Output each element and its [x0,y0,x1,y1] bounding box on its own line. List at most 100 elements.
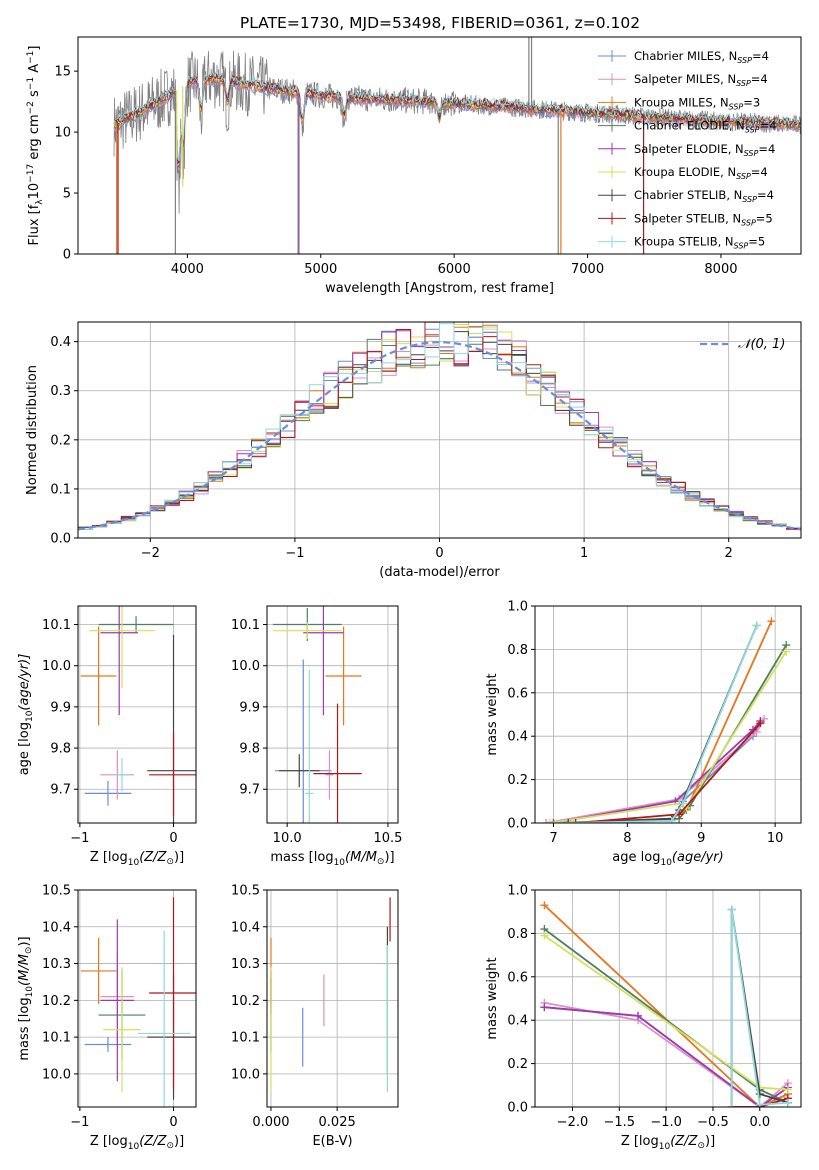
mass-weight-marker [540,931,549,940]
x-tick-label: 6000 [438,262,471,277]
y-tick-label: 9.9 [50,700,71,715]
x-tick-label: 10.0 [273,831,302,846]
mass-vs-extinction-panel: 0.000 0.025 10.0 10.1 10.2 10.3 10.4 10.5 E(B-V) [231,884,399,1149]
y-axis-label: mass weight [485,957,500,1039]
x-tick-label: 0.025 [319,1115,356,1130]
y-axis-label: mass weight [485,673,500,755]
spectrum-plot-area [113,37,801,254]
legend-label: Salpeter MILES, NSSP=4 [634,72,768,88]
axes-frame [77,889,197,1108]
x-tick-label: −1 [70,831,89,846]
x-tick-label: −0.5 [697,1115,729,1130]
legend-label: Chabrier STELIB, NSSP=4 [634,188,774,204]
x-tick-label: −2.0 [557,1115,589,1130]
y-tick-label: 0.4 [507,1014,528,1029]
y-tick-label: 0.3 [50,384,71,399]
mass-weight-series-line [731,1097,789,1107]
errorbar-plot-area [80,897,196,1107]
mass-weight-marker [767,617,776,626]
mass-weight-marker [634,1011,643,1020]
y-tick-label: 10.0 [42,1067,71,1082]
x-axis-label: mass [log10(M/M⊙)] [270,850,394,868]
residual-histogram [78,338,801,529]
x-tick-label: 2 [725,546,733,561]
y-tick-label: 9.8 [239,742,260,757]
x-tick-label: −1 [70,1115,89,1130]
axes-frame [266,605,399,824]
x-tick-label: −1.0 [650,1115,682,1130]
y-tick-label: 10.1 [231,1031,260,1046]
x-tick-label: 10 [767,831,784,846]
x-axis-label: E(B-V) [312,1134,352,1149]
residual-histogram [78,322,801,530]
mass-weight-marker [667,816,676,823]
x-axis-label: Z [log10(Z/Z⊙)] [621,1134,715,1152]
figure-title: PLATE=1730, MJD=53498, FIBERID=0361, z=0… [240,14,640,32]
y-tick-label: 10.4 [42,920,71,935]
y-tick-label: 10.0 [231,1067,260,1082]
x-axis-label: wavelength [Angstrom, rest frame] [325,281,554,296]
y-tick-label: 10.5 [42,884,71,899]
y-tick-label: 10.0 [42,659,71,674]
line-plot-area [540,901,792,1107]
axes-frame [77,605,197,824]
y-tick-label: 10.2 [231,994,260,1009]
y-tick-label: 5 [63,187,71,202]
x-tick-label: 1 [580,546,588,561]
y-tick-label: 10.4 [231,920,260,935]
x-axis-label: Z [log10(Z/Z⊙)] [90,850,184,868]
legend-label: Salpeter STELIB, NSSP=5 [634,211,773,227]
mass-weight-marker [752,621,761,630]
normal-curve [78,341,801,531]
y-tick-label: 0.2 [507,773,528,788]
x-tick-label: 0 [169,831,177,846]
mass-weight-marker [783,1085,792,1094]
x-tick-label: 0.000 [252,1115,289,1130]
mass-weight-marker [727,1103,736,1107]
age-vs-metallicity-panel: −1 0 9.7 9.8 9.9 10.0 10.1 Z [log10(Z/Z⊙)] age [… [17,605,197,868]
y-tick-label: 10.3 [231,957,260,972]
mass-weight-marker [755,1100,764,1107]
mass-weight-marker [542,819,551,823]
x-axis-label: (data-model)/error [379,565,500,580]
x-axis-label: age log10(age/yr) [612,850,723,868]
age-vs-mass-panel: 10.0 10.5 9.7 9.8 9.9 10.0 10.1 mass [log10(M/M… [231,605,402,868]
x-tick-label: 9 [697,831,705,846]
errorbar-plot-area [80,606,196,823]
y-tick-label: 0.6 [507,686,528,701]
x-tick-label: 0 [169,1115,177,1130]
y-axis-label: age [log10(age/yr)] [17,654,35,776]
mass-weight-series-line [544,1006,789,1107]
y-axis-label: Flux [fλ10−17 erg cm−2 s−1 A−1] [26,46,45,246]
residuals-plot-area [78,322,801,531]
mass-weight-series-line [568,625,758,823]
y-tick-label: 0.2 [507,1057,528,1072]
y-tick-label: 0.1 [50,482,71,497]
y-axis-label: Normed distribution [25,365,40,495]
y-tick-label: 0.4 [50,335,71,350]
x-tick-label: 5000 [304,262,337,277]
mass-weight-series-line [553,620,773,823]
y-tick-label: 0.0 [50,532,71,547]
y-tick-label: 10.1 [42,1031,71,1046]
y-tick-label: 9.8 [50,742,71,757]
legend-label: Kroupa MILES, NSSP=3 [634,95,760,111]
y-tick-label: 10.2 [42,994,71,1009]
residuals-panel: −2 −1 0 1 2 0.0 0.1 0.2 0.3 0.4 (data-model)/error… [25,321,802,580]
model-spectrum-line [113,71,801,162]
x-tick-label: 4000 [171,262,204,277]
x-tick-label: 10.5 [373,831,402,846]
y-tick-label: 0.4 [507,730,528,745]
x-tick-label: 7000 [571,262,604,277]
x-tick-label: 0 [435,546,443,561]
spectrum-panel: 4000 5000 6000 7000 8000 0 5 10 15 wavelength [An… [26,36,802,296]
y-tick-label: 0 [63,248,71,263]
mass-weight-series-line [575,722,762,823]
x-tick-label: 8 [623,831,631,846]
line-plot-area [542,617,791,823]
x-axis-label: Z [log10(Z/Z⊙)] [90,1134,184,1152]
y-tick-label: 0.2 [50,433,71,448]
mass-weight-vs-age-panel: 7 8 9 10 0.0 0.2 0.4 0.6 0.8 1.0 age log10(age/yr)… [485,600,802,868]
y-tick-label: 10.5 [231,884,260,899]
